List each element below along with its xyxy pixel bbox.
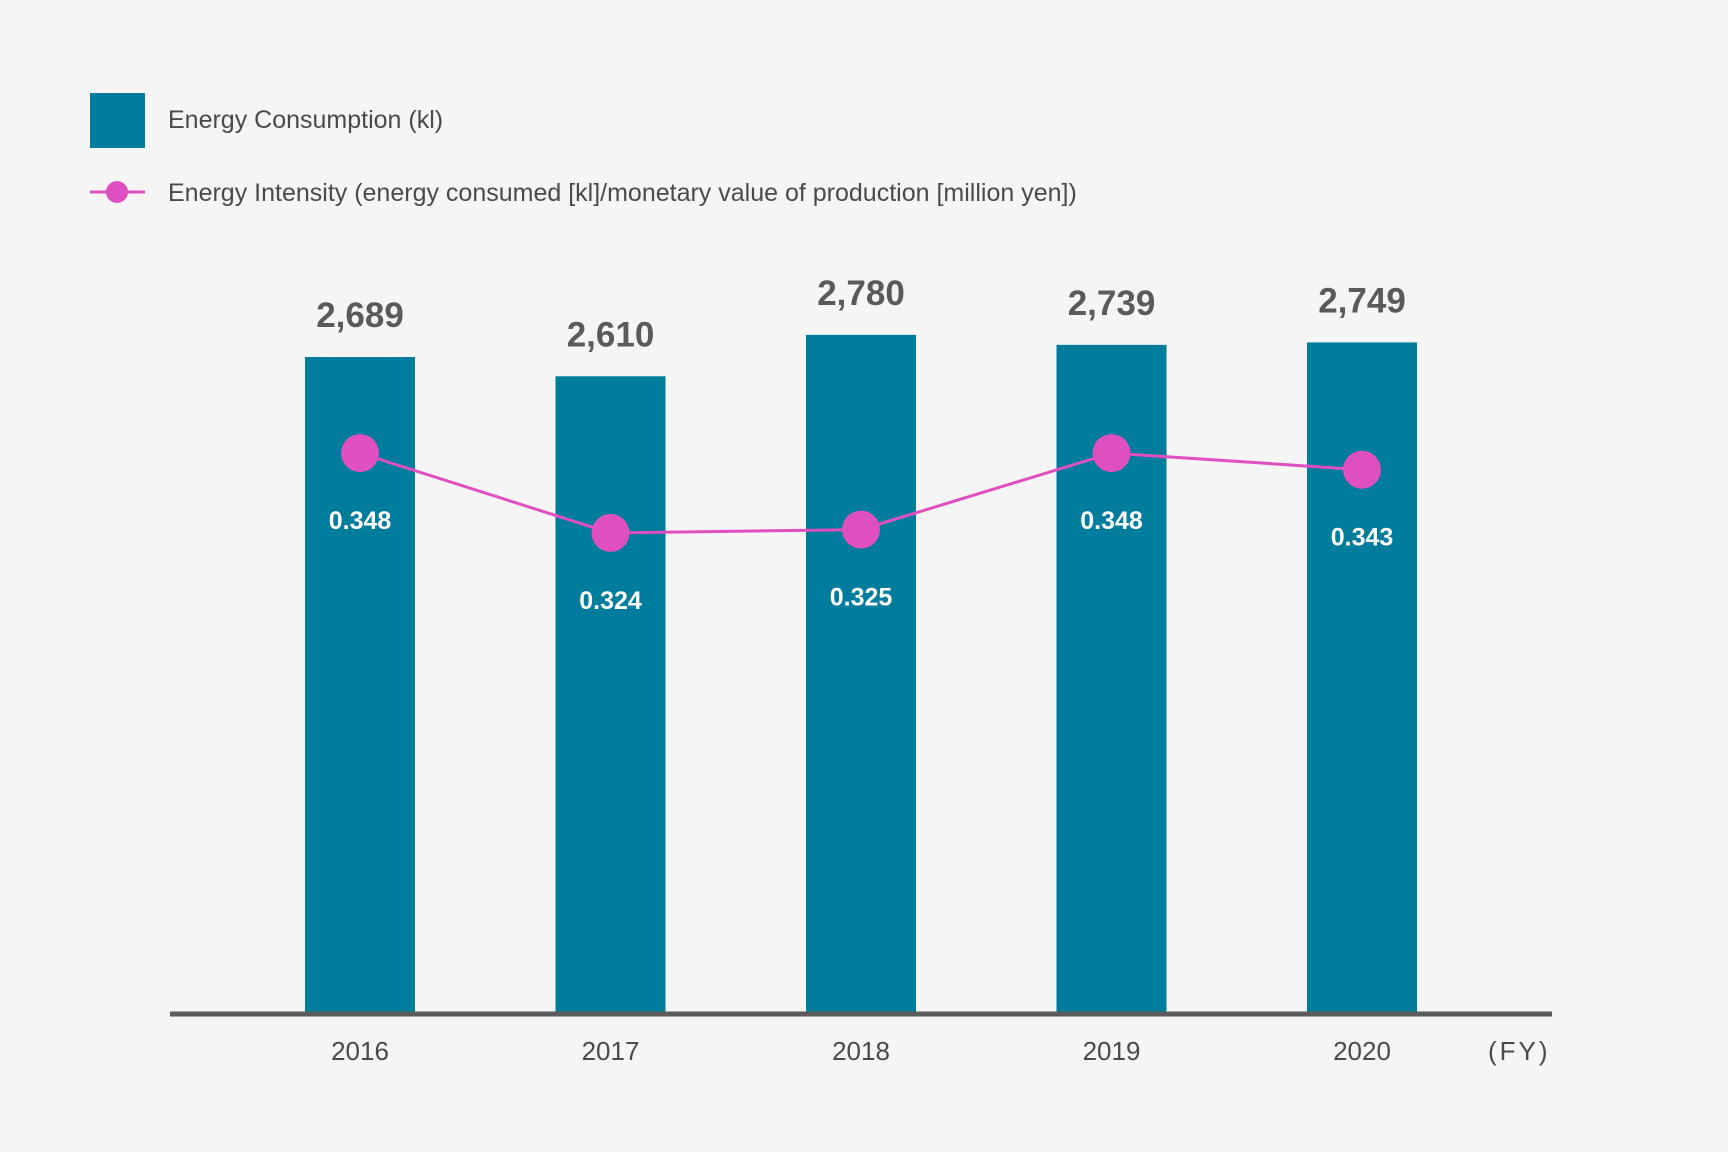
x-tick-label-2019: 2019: [1083, 1036, 1141, 1066]
intensity-point-2017: [591, 513, 630, 552]
bar-value-label-2017: 2,610: [567, 315, 655, 354]
intensity-value-label-2019: 0.348: [1080, 507, 1143, 535]
intensity-value-label-2017: 0.324: [579, 587, 642, 615]
bar-series: 2,689 2,610 2,780 2,739 2,749: [305, 274, 1417, 1013]
bar-2020: [1307, 342, 1417, 1013]
intensity-point-2016: [341, 434, 379, 473]
legend: Energy Consumption (kl) Energy Intensity…: [90, 93, 1077, 207]
legend-bar-label: Energy Consumption (kl): [168, 106, 443, 134]
bar-value-label-2016: 2,689: [316, 296, 404, 335]
intensity-point-2019: [1092, 434, 1131, 473]
x-tick-label-2017: 2017: [582, 1036, 640, 1066]
bar-value-label-2018: 2,780: [817, 274, 905, 313]
legend-bar-swatch: [90, 93, 145, 148]
x-unit-label: (FY): [1488, 1036, 1551, 1066]
x-tick-labels: 2016 2017 2018 2019 2020: [331, 1036, 1391, 1066]
x-tick-label-2020: 2020: [1333, 1036, 1391, 1066]
x-tick-label-2018: 2018: [832, 1036, 890, 1066]
bar-2017: [555, 376, 666, 1012]
intensity-point-2018: [842, 510, 880, 549]
bar-value-label-2020: 2,749: [1318, 281, 1406, 320]
legend-line-marker: [106, 181, 128, 203]
x-tick-label-2016: 2016: [331, 1036, 389, 1066]
intensity-value-label-2018: 0.325: [830, 584, 893, 612]
intensity-value-label-2020: 0.343: [1331, 524, 1394, 552]
legend-line-label: Energy Intensity (energy consumed [kl]/m…: [168, 179, 1077, 207]
line-series: 0.348 0.324 0.325 0.348 0.343: [329, 434, 1394, 615]
intensity-value-label-2016: 0.348: [329, 507, 392, 535]
bar-value-label-2019: 2,739: [1068, 284, 1156, 323]
intensity-point-2020: [1343, 450, 1381, 489]
bar-2018: [806, 334, 916, 1012]
